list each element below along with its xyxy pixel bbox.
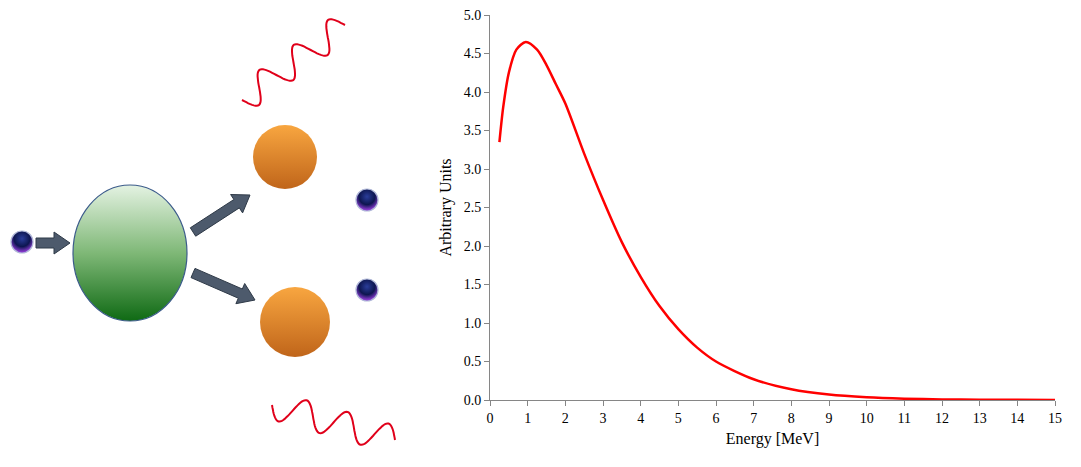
svg-text:8: 8 xyxy=(788,411,795,426)
svg-text:2.0: 2.0 xyxy=(464,239,482,254)
svg-text:6: 6 xyxy=(713,411,720,426)
svg-text:1.0: 1.0 xyxy=(464,316,482,331)
svg-text:1: 1 xyxy=(524,411,531,426)
svg-text:4.0: 4.0 xyxy=(464,85,482,100)
svg-text:3: 3 xyxy=(600,411,607,426)
svg-text:Arbitrary Units: Arbitrary Units xyxy=(437,158,455,256)
svg-text:12: 12 xyxy=(935,411,949,426)
svg-text:0.5: 0.5 xyxy=(464,354,482,369)
svg-text:11: 11 xyxy=(898,411,911,426)
svg-text:2: 2 xyxy=(562,411,569,426)
svg-text:3.5: 3.5 xyxy=(464,123,482,138)
svg-text:0.0: 0.0 xyxy=(464,393,482,408)
svg-text:9: 9 xyxy=(826,411,833,426)
svg-text:2.5: 2.5 xyxy=(464,200,482,215)
svg-text:5: 5 xyxy=(675,411,682,426)
svg-text:1.5: 1.5 xyxy=(464,277,482,292)
svg-text:14: 14 xyxy=(1010,411,1024,426)
svg-text:4: 4 xyxy=(637,411,644,426)
svg-text:Energy [MeV]: Energy [MeV] xyxy=(726,430,819,448)
svg-text:10: 10 xyxy=(860,411,874,426)
svg-text:3.0: 3.0 xyxy=(464,162,482,177)
svg-text:7: 7 xyxy=(750,411,757,426)
svg-text:15: 15 xyxy=(1048,411,1062,426)
svg-text:13: 13 xyxy=(973,411,987,426)
svg-text:0: 0 xyxy=(487,411,494,426)
svg-text:5.0: 5.0 xyxy=(464,8,482,23)
svg-text:4.5: 4.5 xyxy=(464,46,482,61)
